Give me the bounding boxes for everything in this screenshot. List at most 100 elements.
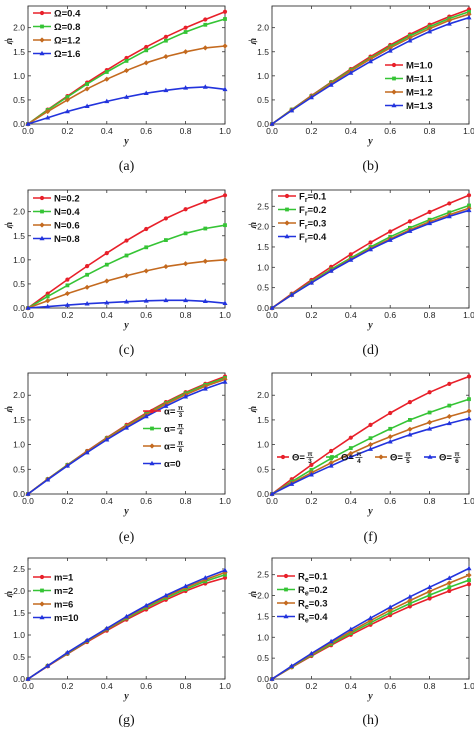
data-point	[183, 85, 189, 90]
legend-marker	[427, 454, 433, 459]
series-line	[27, 378, 226, 495]
data-point	[124, 299, 129, 304]
data-point	[84, 86, 90, 92]
data-point	[222, 193, 228, 198]
legend-label: Fr=0.4	[299, 232, 327, 245]
x-tick-label: 0.2	[61, 310, 73, 320]
data-point	[64, 290, 70, 297]
x-tick-label: 0.8	[180, 310, 192, 320]
legend-marker	[284, 233, 290, 239]
data-point	[309, 462, 314, 467]
x-tick-label: 0.8	[424, 310, 436, 320]
legend: Re=0.1Re=0.2Re=0.3Re=0.4	[277, 572, 328, 625]
data-point	[446, 413, 452, 420]
data-point	[427, 390, 432, 395]
legend-marker	[40, 588, 44, 593]
data-point	[387, 48, 393, 53]
y-axis-label: ψ	[248, 38, 259, 45]
data-point	[466, 207, 472, 213]
data-point	[348, 70, 354, 75]
data-point	[222, 86, 228, 92]
legend: Θ= π3 Θ= π4 Θ= π5 Θ= π6	[277, 451, 461, 465]
data-point	[45, 115, 51, 120]
data-point	[25, 676, 31, 681]
data-point	[144, 245, 149, 250]
legend-label: N=0.8	[54, 234, 80, 245]
x-tick-label: 0.6	[140, 126, 152, 136]
series-line	[271, 8, 470, 125]
data-point	[467, 203, 471, 208]
data-point	[65, 283, 70, 288]
data-point	[368, 615, 373, 620]
data-point	[183, 207, 188, 212]
data-point	[269, 121, 275, 126]
data-point	[427, 220, 433, 226]
y-axis-label: ψ	[248, 222, 259, 229]
data-point	[164, 38, 168, 43]
data-point	[143, 60, 149, 66]
data-point	[104, 98, 110, 104]
data-point	[368, 446, 373, 451]
panel-label: (h)	[362, 713, 379, 728]
plot-frame	[271, 189, 470, 309]
data-point	[427, 209, 432, 215]
x-tick-label: 0.6	[140, 310, 152, 320]
data-point	[203, 22, 208, 27]
legend-marker	[283, 600, 289, 606]
y-tick-label: 2.5	[257, 570, 269, 580]
data-point	[348, 252, 353, 257]
legend-marker	[39, 195, 45, 201]
x-axis-label: y	[123, 320, 129, 331]
legend-label: M=1.0	[406, 61, 433, 72]
data-point	[183, 394, 189, 399]
legend-frac-den: 5	[406, 458, 410, 465]
data-point	[388, 229, 393, 234]
y-tick-label: 0.5	[257, 464, 269, 474]
y-tick-label: 2.0	[13, 586, 25, 596]
plot-frame	[27, 5, 226, 125]
data-point	[84, 103, 90, 108]
legend-marker	[39, 614, 45, 620]
y-tick-label: 1.0	[257, 632, 269, 642]
data-point	[223, 223, 227, 228]
legend-marker	[391, 62, 397, 68]
plot-frame	[271, 557, 470, 680]
x-tick-label: 0.8	[180, 681, 192, 691]
data-point	[446, 17, 452, 24]
data-point	[84, 449, 90, 455]
data-point	[427, 26, 433, 32]
x-tick-label: 0.4	[101, 126, 113, 136]
y-tick-label: 2.0	[257, 222, 269, 232]
x-tick-label: 0.0	[266, 126, 278, 136]
legend-marker	[392, 76, 396, 81]
data-point	[64, 302, 70, 307]
legend-marker	[39, 37, 45, 43]
data-point	[84, 284, 90, 290]
data-point	[407, 228, 413, 233]
data-point	[164, 238, 168, 242]
y-tick-label: 2.0	[13, 23, 25, 33]
data-point	[64, 649, 70, 655]
data-point	[104, 250, 109, 256]
data-point	[309, 467, 314, 472]
data-point	[202, 45, 208, 51]
x-tick-label: 0.8	[180, 496, 192, 506]
legend-marker	[378, 454, 384, 460]
data-point	[348, 450, 354, 457]
data-point	[45, 108, 51, 115]
y-axis-label: ψ	[4, 222, 15, 229]
y-tick-label: 1.0	[257, 71, 269, 81]
data-point	[348, 626, 354, 632]
data-point	[467, 578, 471, 583]
data-point	[348, 435, 353, 440]
legend-label: Re=0.4	[298, 612, 328, 625]
x-tick-label: 0.2	[305, 126, 317, 136]
data-point	[144, 48, 149, 53]
data-point	[427, 419, 433, 425]
y-axis-label: ψ	[248, 591, 259, 598]
x-tick-label: 0.0	[22, 681, 34, 691]
series-line	[271, 11, 470, 125]
data-point	[269, 491, 275, 496]
data-point	[289, 481, 295, 486]
legend-marker	[284, 193, 290, 199]
